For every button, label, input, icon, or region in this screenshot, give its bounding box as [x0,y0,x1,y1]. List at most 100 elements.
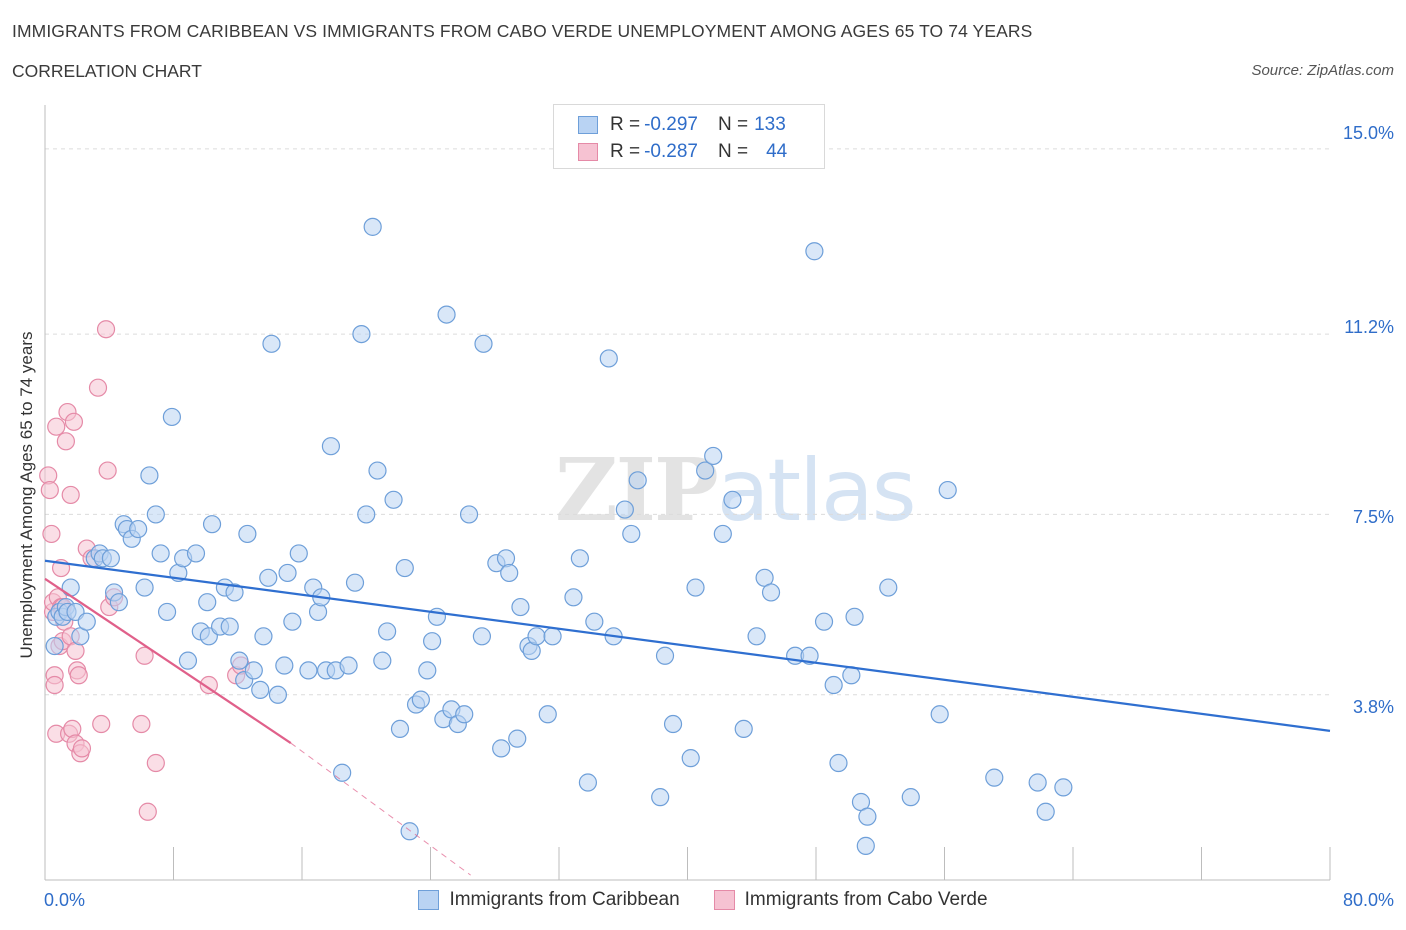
caribbean-point [363,217,382,236]
n-value: 44 [766,141,788,162]
caboverde-point [88,378,108,397]
caribbean-point [564,588,583,607]
x-tick-label: 0.0% [44,890,86,910]
caboverde-point [132,714,151,734]
caribbean-point [378,622,397,641]
legend-row-caribbean: R = -0.297 N = 133 [578,113,786,137]
caboverde-point [56,432,75,451]
caribbean-point [162,407,181,427]
caribbean-point [761,583,781,602]
caribbean-point [734,719,753,738]
caribbean-point [474,334,493,353]
caribbean-point [157,602,177,622]
caribbean-point [254,627,273,646]
caribbean-point [400,822,419,841]
caribbean-point [511,597,530,617]
caribbean-point [275,656,294,675]
caribbean-point [585,612,604,631]
caribbean-point [856,836,875,855]
caribbean-point [230,651,249,670]
caribbean-point [858,807,877,826]
caribbean-point [814,612,834,631]
caboverde-point [61,485,80,505]
caribbean-point [178,651,198,670]
chart-subtitle: CORRELATION CHART [12,61,202,81]
caribbean-point [259,568,278,587]
caribbean-point [321,437,341,456]
caribbean-point [938,480,957,500]
series-legend: Immigrants from Caribbean Immigrants fro… [0,889,1406,911]
caboverde-trend-line [44,577,292,744]
caribbean-point [985,768,1004,787]
caribbean-point [357,505,376,524]
caribbean-point [384,490,403,509]
caribbean-point [1028,773,1047,792]
correlation-legend: R = -0.297 N = 133 R = -0.287 N = 44 [553,104,825,169]
watermark: ZIPatlas [555,440,917,541]
caribbean-point [244,661,263,680]
caribbean-point [723,490,742,509]
caribbean-point [492,739,511,758]
caribbean-point [129,519,148,539]
caribbean-swatch [418,890,440,910]
caribbean-swatch [578,116,598,134]
caboverde-point [64,412,84,431]
series-caribbean-points [45,217,1073,855]
caribbean-point [800,646,819,665]
caribbean-point [135,578,154,597]
n-label: N = [717,141,749,162]
x-tick-label: 80.0% [1342,890,1394,910]
caboverde-point [45,675,64,695]
caribbean-point [220,617,239,636]
legend-label-caboverde: Immigrants from Cabo Verde [744,889,988,910]
caribbean-point [686,578,705,597]
chart-title: IMMIGRANTS FROM CARIBBEAN VS IMMIGRANTS … [12,21,1033,41]
legend-label-caribbean: Immigrants from Caribbean [449,889,680,910]
r-value: -0.287 [644,141,698,162]
legend-item-caribbean[interactable]: Immigrants from Caribbean [418,889,680,911]
caribbean-point [930,705,949,724]
caboverde-point [40,480,59,500]
caribbean-point [423,632,442,651]
caboverde-point [96,320,116,339]
caribbean-point [268,685,288,704]
caribbean-point [45,636,64,656]
caboverde-point [138,802,157,821]
caboverde-point [42,524,61,544]
caboverde-point [47,417,66,436]
trend-lines [44,559,1331,876]
gridlines [45,148,1330,696]
caribbean-point [805,242,824,261]
caribbean-point [472,627,491,646]
caribbean-point [395,558,414,578]
caboverde-swatch [713,890,735,910]
caribbean-point [278,563,297,583]
caribbean-point [198,593,217,612]
caboverde-point [72,739,92,758]
caribbean-point [459,505,479,524]
caribbean-point [845,607,864,626]
caribbean-point [289,544,308,563]
caboverde-point [146,753,165,773]
caribbean-point [713,524,732,544]
caribbean-point [345,573,365,592]
series-caboverde-points [39,320,251,821]
y-tick-label: 7.5% [1352,507,1394,527]
caribbean-point [663,714,683,734]
caribbean-point [339,656,358,675]
legend-item-caboverde[interactable]: Immigrants from Cabo Verde [713,889,988,911]
caboverde-point [135,646,154,665]
y-axis-label: Unemployment Among Ages 65 to 74 years [17,331,36,659]
caribbean-point [615,500,634,519]
caribbean-point [655,646,675,665]
caribbean-point [829,753,848,773]
y-tick-label: 3.8% [1352,697,1394,717]
caribbean-point [352,324,371,344]
caribbean-point [77,612,96,631]
caribbean-point [543,627,562,646]
n-label: N = [717,114,749,135]
r-label: R = [610,141,641,162]
caboverde-trend-extension [290,742,471,876]
caribbean-point [704,446,723,466]
